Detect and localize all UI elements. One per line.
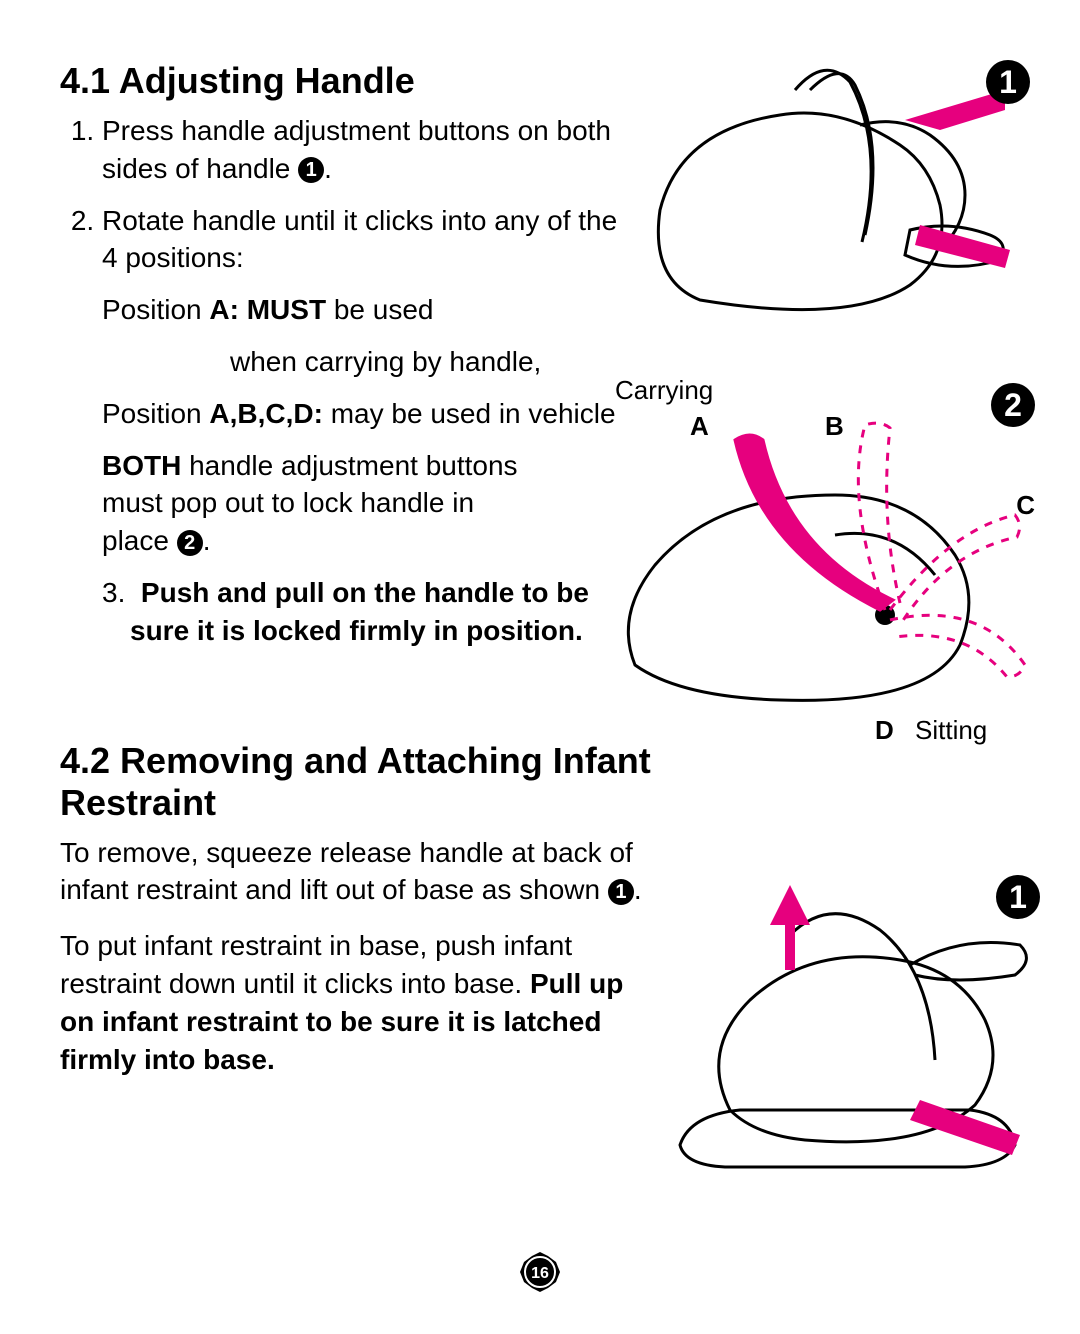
handle-positions-icon [605,375,1035,755]
position-a-line: Position A: MUST be used [102,291,620,329]
both-line: BOTH handle adjustment buttons must pop … [102,447,532,560]
step-2: Rotate handle until it clicks into any o… [102,202,620,278]
pos-b-label: B [825,411,844,442]
para-attach: To put infant restraint in base, push in… [60,927,640,1078]
remove-seat-icon [660,875,1040,1185]
steps-list-4-1: Press handle adjustment buttons on both … [60,112,620,277]
heading-4-1: 4.1 Adjusting Handle [60,60,620,102]
section-adjusting-handle: 4.1 Adjusting Handle Press handle adjust… [60,60,620,650]
step-3: 3. Push and pull on the handle to be sur… [130,574,590,650]
ref-icon: 2 [177,530,203,556]
sitting-label: Sitting [915,715,987,746]
figure-3: 1 [660,875,1040,1185]
figure-badge-icon: 1 [996,875,1040,919]
pos-a-label: A [690,411,709,442]
figure-2: 2 Carrying A B C D Sitting [605,375,1035,755]
figure-badge-icon: 1 [986,60,1030,104]
para-remove: To remove, squeeze release handle at bac… [60,834,680,910]
pos-c-label: C [1016,490,1035,521]
pos-d-label: D [875,715,894,746]
step-1: Press handle adjustment buttons on both … [102,112,620,188]
section-removing-attaching: 4.2 Removing and Attaching Infant Restra… [60,740,680,1079]
position-a-line2: when carrying by handle, [230,343,620,381]
ref-icon: 1 [298,157,324,183]
ref-icon: 1 [608,879,634,905]
page-number-badge: 16 [518,1250,562,1294]
figure-1: 1 [610,50,1030,350]
heading-4-2: 4.2 Removing and Attaching Infant Restra… [60,740,680,824]
carseat-drawing-icon [610,50,1030,350]
page-number-text: 16 [531,1265,549,1282]
figure-badge-icon: 2 [991,383,1035,427]
position-abcd-line: Position A,B,C,D: may be used in vehicle [102,395,620,433]
carrying-label: Carrying [615,375,713,406]
